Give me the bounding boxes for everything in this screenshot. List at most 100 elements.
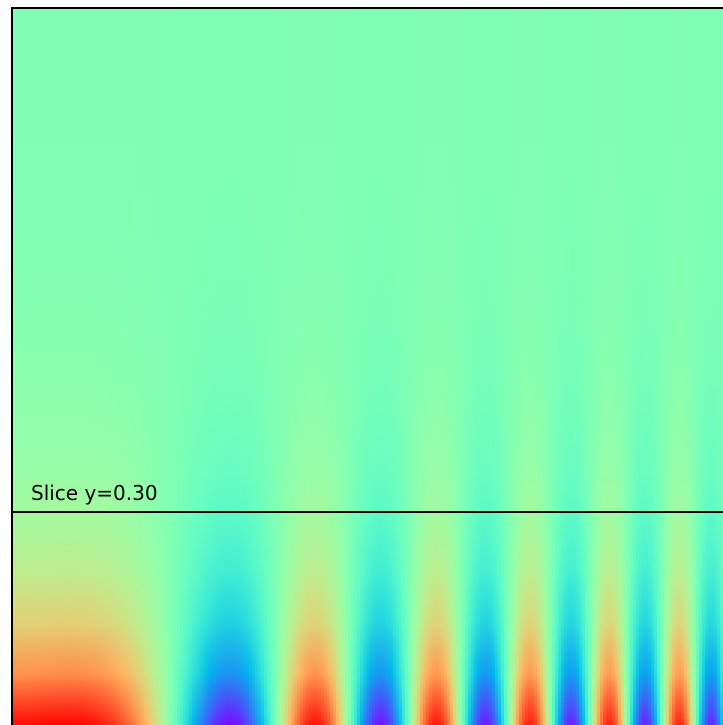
heatmap-column bbox=[42, 8, 46, 725]
heatmap-column bbox=[618, 8, 622, 725]
heatmap-column bbox=[102, 8, 106, 725]
heatmap-column bbox=[540, 8, 544, 725]
heatmap-column bbox=[417, 8, 421, 725]
heatmap-column bbox=[612, 8, 616, 725]
heatmap-column bbox=[705, 8, 709, 725]
heatmap-column bbox=[48, 8, 52, 725]
heatmap-column bbox=[672, 8, 676, 725]
heatmap-column bbox=[366, 8, 370, 725]
heatmap-column bbox=[180, 8, 184, 725]
heatmap-column bbox=[522, 8, 526, 725]
heatmap-column bbox=[588, 8, 592, 725]
heatmap-column bbox=[270, 8, 274, 725]
heatmap-column bbox=[495, 8, 499, 725]
heatmap-column bbox=[174, 8, 178, 725]
heatmap-column bbox=[582, 8, 586, 725]
heatmap-column bbox=[261, 8, 265, 725]
heatmap-column bbox=[375, 8, 379, 725]
heatmap-column bbox=[690, 8, 694, 725]
heatmap-column bbox=[594, 8, 598, 725]
heatmap-column bbox=[225, 8, 229, 725]
heatmap-column bbox=[150, 8, 154, 725]
heatmap-column bbox=[510, 8, 514, 725]
heatmap-column bbox=[393, 8, 397, 725]
heatmap-column bbox=[93, 8, 97, 725]
heatmap-column bbox=[33, 8, 37, 725]
slice-annotation: Slice y=0.30 bbox=[31, 481, 158, 505]
heatmap-column bbox=[639, 8, 643, 725]
heatmap-column bbox=[99, 8, 103, 725]
heatmap-column bbox=[132, 8, 136, 725]
heatmap-column bbox=[36, 8, 40, 725]
heatmap-column bbox=[624, 8, 628, 725]
heatmap-column bbox=[15, 8, 19, 725]
heatmap-column bbox=[645, 8, 649, 725]
heatmap-column bbox=[615, 8, 619, 725]
heatmap-column bbox=[84, 8, 88, 725]
heatmap-column bbox=[324, 8, 328, 725]
heatmap-column bbox=[390, 8, 394, 725]
heatmap-column bbox=[423, 8, 427, 725]
heatmap-column bbox=[711, 8, 715, 725]
heatmap-column bbox=[402, 8, 406, 725]
heatmap-column bbox=[57, 8, 61, 725]
heatmap-column bbox=[249, 8, 253, 725]
heatmap-column bbox=[444, 8, 448, 725]
heatmap-column bbox=[414, 8, 418, 725]
heatmap-column bbox=[129, 8, 133, 725]
heatmap-column bbox=[717, 8, 721, 725]
heatmap-column bbox=[546, 8, 550, 725]
heatmap-column bbox=[657, 8, 661, 725]
heatmap-column bbox=[21, 8, 25, 725]
heatmap-column bbox=[498, 8, 502, 725]
heatmap-column bbox=[447, 8, 451, 725]
heatmap-column bbox=[699, 8, 703, 725]
heatmap-column bbox=[78, 8, 82, 725]
heatmap-column bbox=[621, 8, 625, 725]
heatmap-column bbox=[558, 8, 562, 725]
heatmap-column bbox=[354, 8, 358, 725]
heatmap-column bbox=[627, 8, 631, 725]
heatmap-column bbox=[543, 8, 547, 725]
heatmap-column bbox=[720, 8, 723, 725]
heatmap-column bbox=[450, 8, 454, 725]
heatmap-column bbox=[651, 8, 655, 725]
heatmap-column bbox=[243, 8, 247, 725]
heatmap-column bbox=[219, 8, 223, 725]
heatmap-column bbox=[114, 8, 118, 725]
heatmap-column bbox=[24, 8, 28, 725]
heatmap-column bbox=[432, 8, 436, 725]
heatmap-column bbox=[420, 8, 424, 725]
heatmap-column bbox=[528, 8, 532, 725]
heatmap-column bbox=[570, 8, 574, 725]
heatmap-column bbox=[687, 8, 691, 725]
heatmap-column bbox=[396, 8, 400, 725]
heatmap-column bbox=[342, 8, 346, 725]
heatmap-column bbox=[69, 8, 73, 725]
heatmap-column bbox=[714, 8, 718, 725]
heatmap-column bbox=[369, 8, 373, 725]
heatmap-column bbox=[171, 8, 175, 725]
heatmap-column bbox=[216, 8, 220, 725]
heatmap-column bbox=[591, 8, 595, 725]
heatmap-column bbox=[279, 8, 283, 725]
heatmap-column bbox=[399, 8, 403, 725]
heatmap-column bbox=[273, 8, 277, 725]
heatmap-column bbox=[669, 8, 673, 725]
heatmap-column bbox=[117, 8, 121, 725]
heatmap-column bbox=[501, 8, 505, 725]
heatmap-column bbox=[477, 8, 481, 725]
heatmap-column bbox=[252, 8, 256, 725]
heatmap-column bbox=[51, 8, 55, 725]
heatmap-column bbox=[153, 8, 157, 725]
heatmap-column bbox=[165, 8, 169, 725]
heatmap-column bbox=[555, 8, 559, 725]
heatmap-column bbox=[609, 8, 613, 725]
heatmap-column bbox=[363, 8, 367, 725]
heatmap-column bbox=[96, 8, 100, 725]
heatmap-column bbox=[693, 8, 697, 725]
heatmap-column bbox=[525, 8, 529, 725]
heatmap-column bbox=[144, 8, 148, 725]
heatmap-column bbox=[516, 8, 520, 725]
